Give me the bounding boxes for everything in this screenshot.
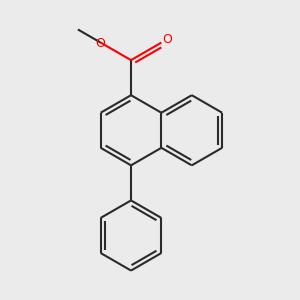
Text: O: O: [95, 37, 105, 50]
Text: O: O: [162, 33, 172, 46]
